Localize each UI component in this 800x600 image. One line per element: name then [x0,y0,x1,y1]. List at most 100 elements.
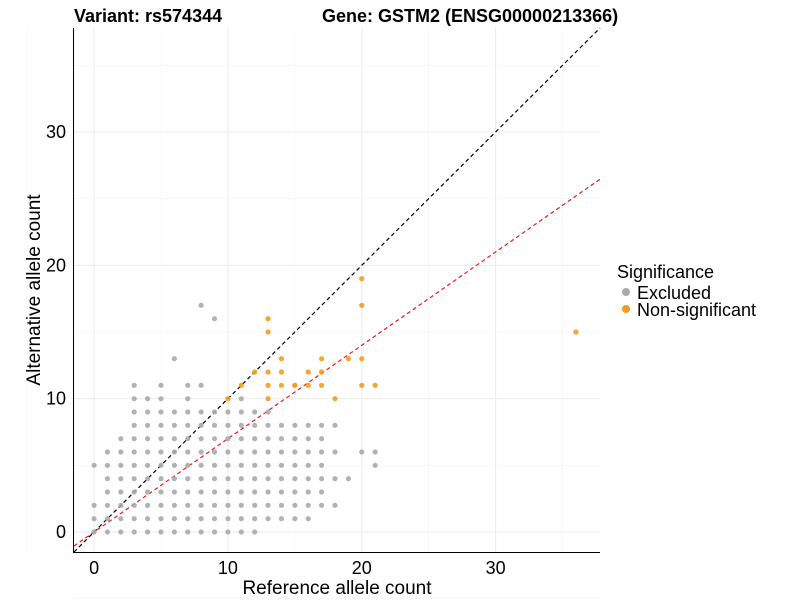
point-excluded [278,489,285,495]
point-excluded [292,502,298,508]
point-excluded [211,502,218,508]
point-excluded [198,409,204,415]
point-excluded [252,409,258,415]
point-excluded [238,449,244,455]
point-non-significant [319,356,325,362]
point-non-significant [265,396,271,402]
point-excluded [252,449,258,455]
point-excluded [345,476,351,482]
point-excluded [211,529,218,535]
point-non-significant [359,302,365,308]
point-excluded [319,436,325,442]
point-excluded [171,529,177,535]
reference-lines [73,27,601,553]
point-excluded [131,462,137,468]
point-excluded [158,489,164,495]
point-excluded [319,462,325,468]
point-excluded [131,476,137,482]
point-excluded [185,422,191,428]
point-excluded [185,516,191,522]
point-excluded [305,422,311,428]
point-non-significant [359,356,365,362]
point-excluded [332,449,338,455]
point-excluded [145,529,151,535]
legend-title: Significance [617,262,714,282]
point-excluded [104,489,111,495]
point-excluded [131,489,137,495]
point-excluded [185,489,191,495]
point-excluded [158,382,164,388]
reference-line-identity [73,27,601,553]
point-excluded [292,489,298,495]
point-excluded [319,489,325,495]
point-excluded [104,449,111,455]
point-excluded [265,462,271,468]
point-excluded [118,489,124,495]
point-excluded [265,449,271,455]
point-excluded [238,436,244,442]
point-excluded [225,449,231,455]
axes [73,28,600,553]
y-tick-label: 10 [46,389,66,409]
point-excluded [265,516,271,522]
point-excluded [292,462,298,468]
point-excluded [252,489,258,495]
point-excluded [198,462,204,468]
point-non-significant [238,382,244,388]
point-excluded [198,436,204,442]
point-excluded [278,436,285,442]
point-excluded [198,489,204,495]
point-non-significant [265,369,271,375]
point-excluded [91,462,97,468]
point-excluded [305,462,311,468]
legend-key-excluded [622,288,630,296]
y-tick-label: 30 [46,122,66,142]
point-excluded [238,529,244,535]
tick-labels: 0 10 20 30 0 10 20 30 [46,122,506,578]
point-excluded [198,529,204,535]
point-excluded [265,422,271,428]
legend-label-excluded: Excluded [637,283,711,303]
point-excluded [185,409,191,415]
x-tick-label: 30 [486,558,506,578]
point-non-significant [359,276,365,282]
point-excluded [372,462,378,468]
point-excluded [225,489,231,495]
point-excluded [265,489,271,495]
point-excluded [171,462,177,468]
point-excluded [225,436,231,442]
point-excluded [292,476,298,482]
point-excluded [171,422,177,428]
point-excluded [104,462,111,468]
point-excluded [104,516,111,522]
point-excluded [185,502,191,508]
point-excluded [238,502,244,508]
point-excluded [131,529,137,535]
point-excluded [131,436,137,442]
point-excluded [278,462,285,468]
point-excluded [252,502,258,508]
point-excluded [91,516,97,522]
point-non-significant [292,382,298,388]
point-excluded [118,516,124,522]
chart-title-variant: Variant: rs574344 [74,6,222,26]
point-excluded [252,529,258,535]
point-excluded [319,422,325,428]
point-excluded [305,516,311,522]
point-excluded [171,356,177,362]
point-excluded [158,502,164,508]
point-excluded [118,476,124,482]
point-excluded [118,529,124,535]
point-non-significant [305,382,311,388]
point-excluded [225,409,231,415]
point-excluded [171,516,177,522]
point-excluded [252,476,258,482]
point-excluded [158,436,164,442]
point-non-significant [319,382,325,388]
point-excluded [104,529,111,535]
point-excluded [198,502,204,508]
point-non-significant [573,329,579,335]
point-excluded [145,409,151,415]
point-excluded [292,422,298,428]
